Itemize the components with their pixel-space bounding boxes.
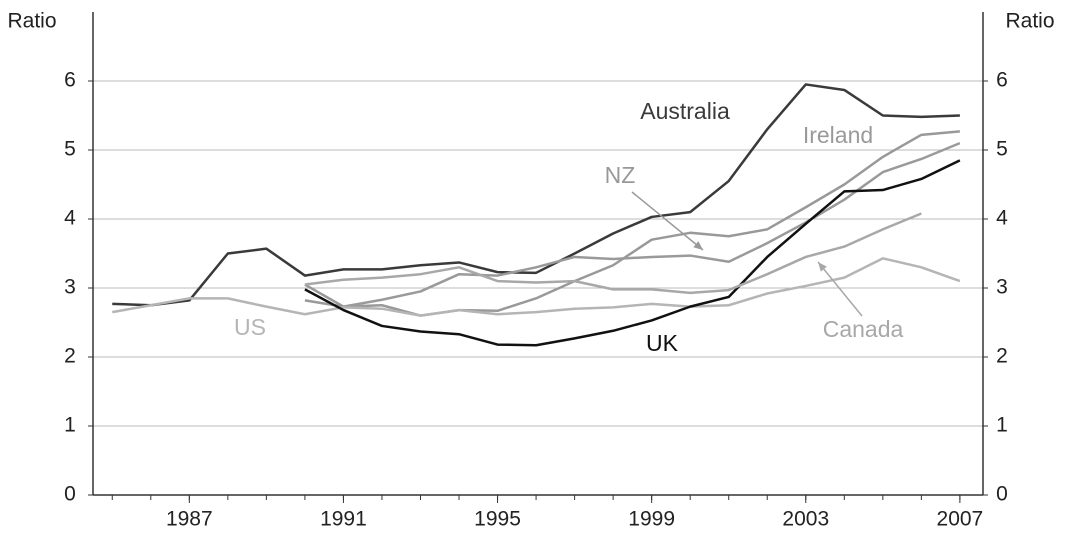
series-label: NZ xyxy=(605,162,636,188)
y-tick-label-right: 4 xyxy=(996,207,1008,230)
y-tick-label-right: 5 xyxy=(996,138,1008,161)
series-line xyxy=(304,141,961,308)
series-line xyxy=(304,159,961,347)
y-axis-label-right: Ratio xyxy=(1005,10,1054,33)
y-tick-label-right: 0 xyxy=(996,483,1008,506)
annotation-arrow xyxy=(817,261,863,317)
y-tick-label-right: 3 xyxy=(996,276,1008,299)
y-tick-label: 3 xyxy=(64,276,76,299)
y-axis-label-left: Ratio xyxy=(7,10,56,33)
series-label: UK xyxy=(646,330,679,356)
series-label: US xyxy=(234,314,266,340)
y-tick-label: 5 xyxy=(64,138,76,161)
y-tick-label: 2 xyxy=(64,345,76,368)
series-line xyxy=(112,83,960,307)
y-tick-label-right: 2 xyxy=(996,345,1008,368)
y-tick-label: 4 xyxy=(64,207,76,230)
y-tick-label-right: 6 xyxy=(996,69,1008,92)
y-tick-label: 0 xyxy=(64,483,76,506)
series-line xyxy=(112,257,961,317)
x-tick-label: 1987 xyxy=(166,508,213,531)
x-tick-label: 2007 xyxy=(937,508,984,531)
arrow-head xyxy=(693,241,703,250)
series-line xyxy=(304,212,922,295)
x-tick-label: 1995 xyxy=(474,508,521,531)
x-tick-label: 1991 xyxy=(320,508,367,531)
annotation-arrow xyxy=(631,191,704,251)
x-tick-label: 2003 xyxy=(782,508,829,531)
x-tick-label: 1999 xyxy=(628,508,675,531)
series-label: Canada xyxy=(823,316,904,342)
series-label: Ireland xyxy=(803,122,873,148)
y-tick-label: 1 xyxy=(64,414,76,437)
y-tick-label: 6 xyxy=(64,69,76,92)
arrow-head xyxy=(818,262,827,272)
y-tick-label-right: 1 xyxy=(996,414,1008,437)
series-label: Australia xyxy=(640,98,730,124)
